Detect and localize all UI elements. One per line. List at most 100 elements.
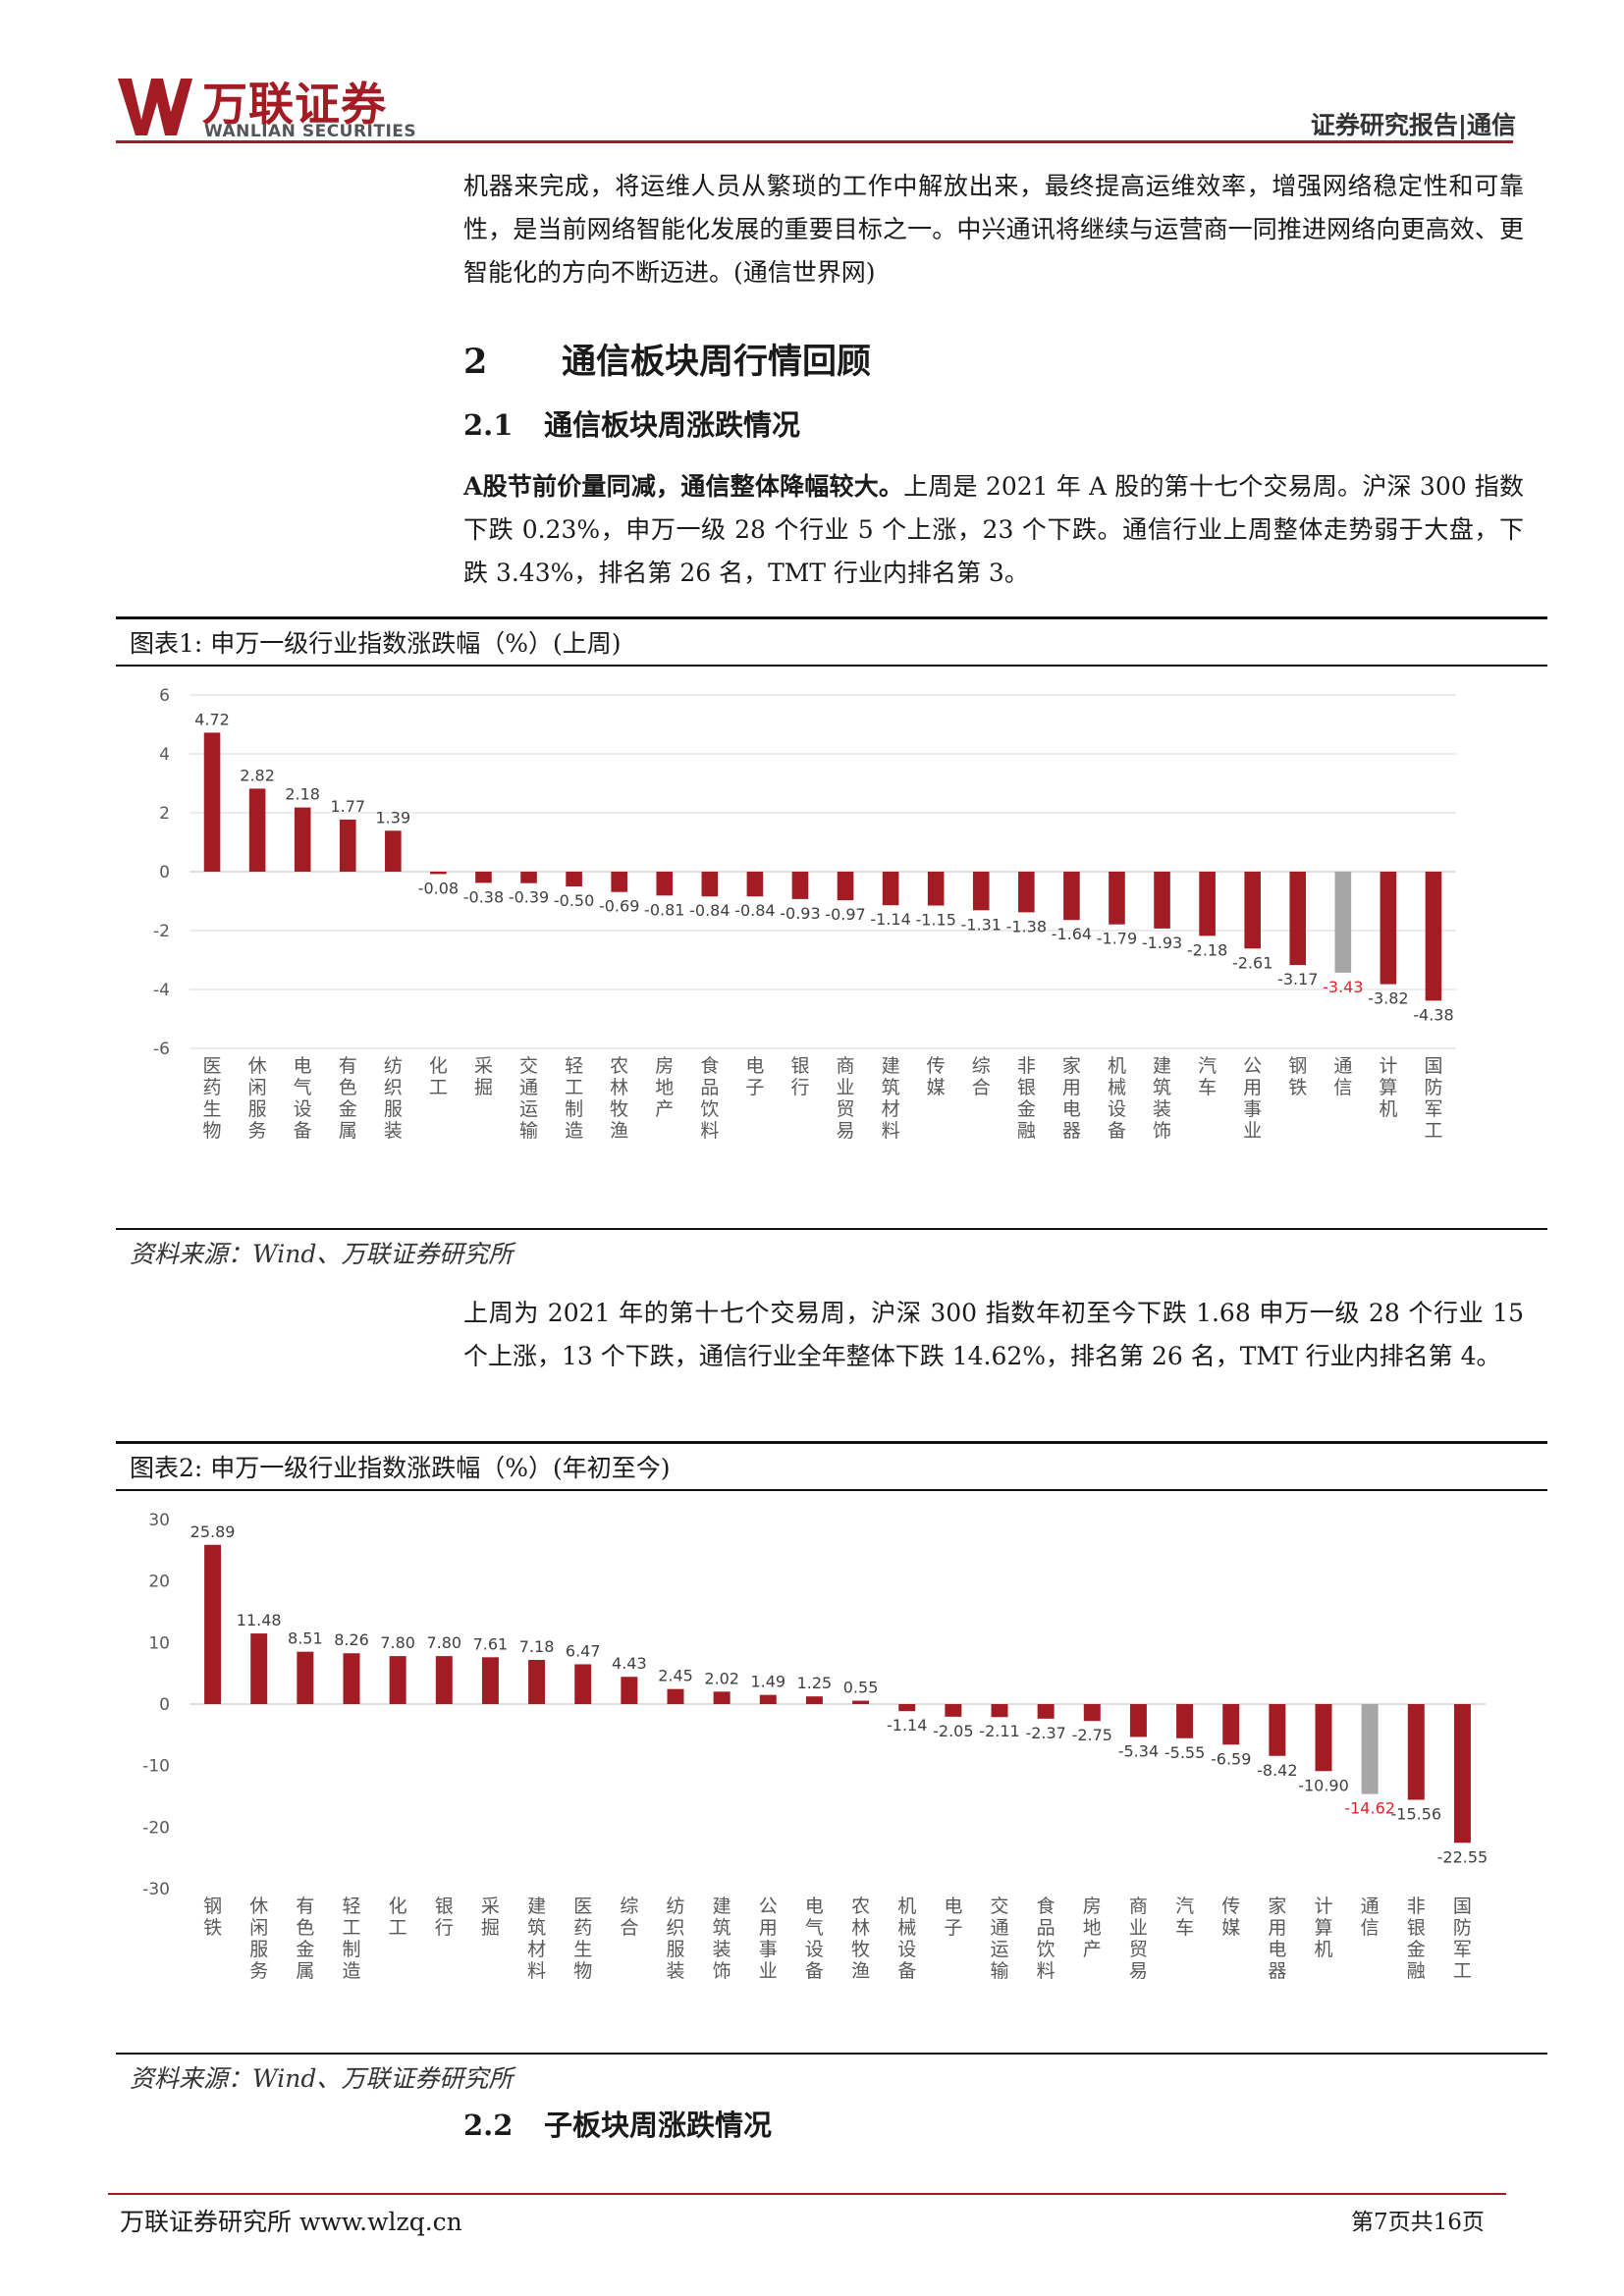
bar	[1222, 1704, 1240, 1745]
x-tick-label: 综合	[972, 1055, 991, 1098]
data-label: 2.45	[658, 1667, 693, 1685]
figure1-title: 图表1: 申万一级行业指数涨跌幅（%）(上周)	[130, 629, 622, 658]
data-label: 7.18	[519, 1637, 555, 1656]
data-label: -2.61	[1232, 953, 1272, 972]
data-label: -10.90	[1298, 1776, 1349, 1794]
data-label: -2.37	[1025, 1724, 1065, 1742]
bar	[297, 1651, 314, 1704]
bar	[852, 1700, 870, 1704]
bar	[1244, 872, 1261, 949]
y-tick-label: -20	[142, 1818, 170, 1838]
subsection-number: 2.2	[463, 2109, 514, 2142]
data-label: -2.05	[933, 1722, 973, 1740]
bar	[1037, 1704, 1055, 1719]
x-tick-label: 医药生物	[573, 1896, 592, 1982]
data-label: 6.47	[566, 1641, 601, 1660]
x-tick-label: 采掘	[474, 1055, 493, 1098]
data-label: 7.80	[380, 1633, 415, 1652]
bar	[656, 872, 674, 896]
bar	[1380, 872, 1397, 985]
x-tick-label: 汽车	[1198, 1055, 1217, 1098]
x-tick-label: 家用电器	[1062, 1055, 1081, 1142]
bar	[667, 1688, 684, 1704]
subsection-heading-2-2: 2.2 子板块周涨跌情况	[463, 2103, 772, 2144]
bar	[611, 872, 627, 892]
data-label: -6.59	[1211, 1749, 1251, 1768]
weekly-summary-paragraph: A股节前价量同减，通信整体降幅较大。上周是 2021 年 A 股的第十七个交易周…	[463, 465, 1524, 595]
y-tick-label: 2	[159, 804, 170, 824]
x-tick-label: 电子	[745, 1055, 764, 1098]
page-number: 第7页共16页	[1351, 2210, 1485, 2235]
logo-english: WANLIAN SECURITIES	[204, 122, 417, 141]
footer-divider	[108, 2193, 1506, 2195]
data-label: -14.62	[1344, 1799, 1395, 1818]
y-tick-label: 10	[148, 1633, 170, 1653]
x-tick-label: 银行	[790, 1055, 809, 1098]
y-tick-label: -30	[142, 1880, 170, 1899]
bar	[837, 872, 854, 901]
data-label: -15.56	[1390, 1805, 1441, 1824]
figure2-bar-chart: 30 20 10 0 -10 -20 -30 25.89 钢铁 11.48 休闲服务 8.51 有色金属…	[142, 1511, 1489, 1982]
x-tick-label: 电子	[944, 1896, 962, 1939]
bar	[1083, 1704, 1101, 1722]
x-tick-label: 建筑材料	[882, 1055, 900, 1142]
data-label: -22.55	[1437, 1847, 1489, 1866]
data-label: -3.17	[1277, 970, 1318, 988]
data-label: -1.14	[870, 910, 910, 929]
bar	[481, 1657, 499, 1704]
data-label: -0.50	[554, 891, 594, 910]
bar	[1315, 1704, 1332, 1772]
x-tick-label: 公用事业	[759, 1896, 778, 1982]
section-title: 通信板块周行情回顾	[562, 342, 872, 382]
x-tick-label: 采掘	[481, 1896, 500, 1939]
bar	[621, 1677, 638, 1704]
y-tick-label: 30	[148, 1511, 170, 1530]
bar	[1063, 872, 1080, 921]
subsection-heading-2-1: 2.1 通信板块周涨跌情况	[463, 402, 800, 444]
x-tick-label: 公用事业	[1243, 1055, 1262, 1142]
bar	[566, 872, 582, 886]
data-label: -1.93	[1142, 934, 1182, 952]
y-tick-label: 6	[159, 686, 170, 706]
x-tick-label: 食品饮料	[1037, 1896, 1056, 1982]
y-tick-label: -10	[142, 1757, 170, 1777]
data-label: -8.42	[1257, 1761, 1297, 1780]
x-tick-label: 医药生物	[203, 1055, 222, 1142]
x-tick-label: 食品饮料	[700, 1055, 719, 1142]
paragraph-lead: A股节前价量同减，通信整体降幅较大。	[463, 472, 904, 501]
header-divider	[116, 140, 1513, 143]
bar	[248, 788, 266, 872]
bar	[1453, 1704, 1471, 1843]
figure1-source: 资料来源：Wind、万联证券研究所	[130, 1240, 514, 1268]
x-tick-label: 计算机	[1314, 1896, 1332, 1960]
x-tick-label: 化工	[389, 1896, 407, 1939]
bar	[991, 1704, 1008, 1718]
x-tick-label: 有色金属	[296, 1896, 314, 1982]
data-label: -2.11	[979, 1722, 1019, 1740]
bar	[250, 1633, 268, 1704]
bar	[520, 872, 537, 883]
x-tick-label: 家用电器	[1268, 1896, 1286, 1982]
bar	[746, 872, 764, 897]
data-label: -1.79	[1097, 930, 1137, 948]
x-tick-label: 汽车	[1175, 1896, 1194, 1939]
data-label: -1.64	[1052, 925, 1092, 943]
figure2-title: 图表2: 申万一级行业指数涨跌幅（%）(年初至今)	[130, 1454, 671, 1482]
x-tick-label: 国防军工	[1424, 1055, 1442, 1142]
x-tick-label: 电气设备	[805, 1896, 824, 1982]
x-tick-label: 机械设备	[1108, 1055, 1126, 1142]
data-label: 2.02	[704, 1669, 739, 1687]
bar	[1425, 872, 1442, 1001]
x-tick-label: 机械设备	[897, 1896, 916, 1982]
y-tick-label: -4	[153, 981, 170, 1000]
data-label: 8.26	[334, 1630, 369, 1649]
x-tick-label: 电气设备	[294, 1055, 312, 1142]
x-tick-label: 纺织服装	[384, 1055, 403, 1142]
y-tick-label: -6	[153, 1040, 170, 1059]
y-tick-label: 4	[159, 745, 170, 765]
bar	[701, 872, 719, 897]
paragraph-body: 上周是 2021 年 A 股的第十七个交易周。沪深 300 指数下跌 0.23%…	[463, 472, 1524, 587]
ytd-summary-paragraph: 上周为 2021 年的第十七个交易周，沪深 300 指数年初至今下跌 1.68 …	[463, 1299, 1524, 1370]
report-label: 证券研究报告|通信	[1310, 111, 1516, 139]
bar	[574, 1664, 592, 1704]
